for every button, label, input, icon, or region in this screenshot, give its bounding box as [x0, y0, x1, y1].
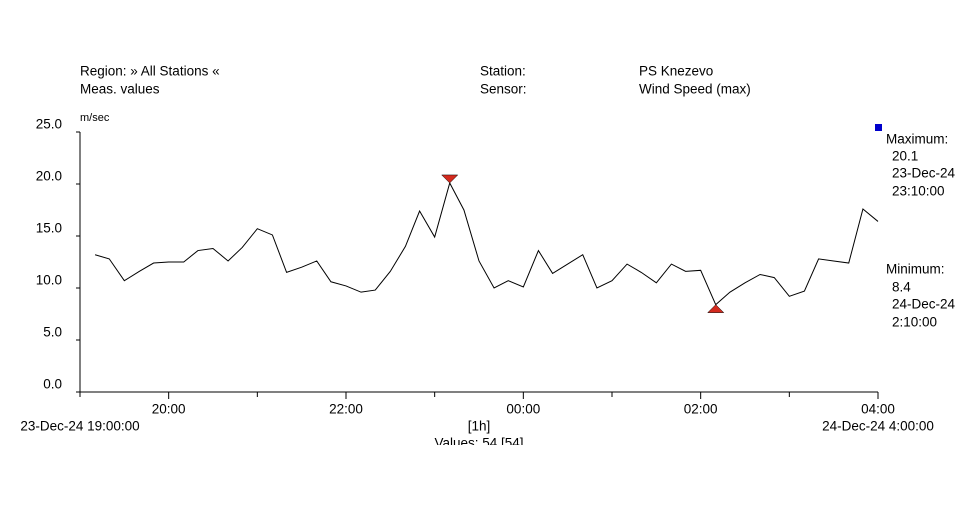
meas: Meas. values [80, 82, 160, 97]
end-label: 24-Dec-24 4:00:00 [822, 419, 934, 434]
station: PS Knezevo [639, 64, 713, 79]
sensor: Wind Speed (max) [639, 82, 751, 97]
start-label: 23-Dec-24 19:00:00 [20, 419, 139, 434]
min-marker [707, 304, 725, 313]
x-tick-label: 04:00 [861, 402, 895, 417]
sensor-label: Sensor: [480, 82, 527, 97]
min-value: 8.4 [892, 280, 911, 295]
y-tick-label: 10.0 [36, 273, 62, 288]
y-tick-label: 0.0 [43, 377, 62, 392]
legend-swatch [875, 124, 882, 131]
max-value: 20.1 [892, 149, 918, 164]
station-label: Station: [480, 64, 526, 79]
y-unit: m/sec [80, 112, 110, 124]
max-title: Maximum: [886, 132, 948, 147]
x-tick-label: 00:00 [506, 402, 540, 417]
region: Region: » All Stations « [80, 64, 220, 79]
y-tick-label: 15.0 [36, 221, 62, 236]
max-marker [441, 174, 459, 184]
y-tick-label: 20.0 [36, 169, 62, 184]
interval-label: [1h] [468, 419, 491, 434]
series-line [94, 181, 879, 306]
min-time: 2:10:00 [892, 315, 937, 330]
y-tick-label: 5.0 [43, 325, 62, 340]
x-tick-label: 22:00 [329, 402, 363, 417]
max-time: 23:10:00 [892, 184, 945, 199]
x-tick-label: 20:00 [152, 402, 186, 417]
min-title: Minimum: [886, 262, 945, 277]
x-tick-label: 02:00 [684, 402, 718, 417]
min-date: 24-Dec-24 [892, 297, 956, 312]
y-tick-label: 25.0 [36, 117, 62, 132]
max-date: 23-Dec-24 [892, 166, 956, 181]
count-label: Values: 54 [54] [434, 436, 523, 451]
